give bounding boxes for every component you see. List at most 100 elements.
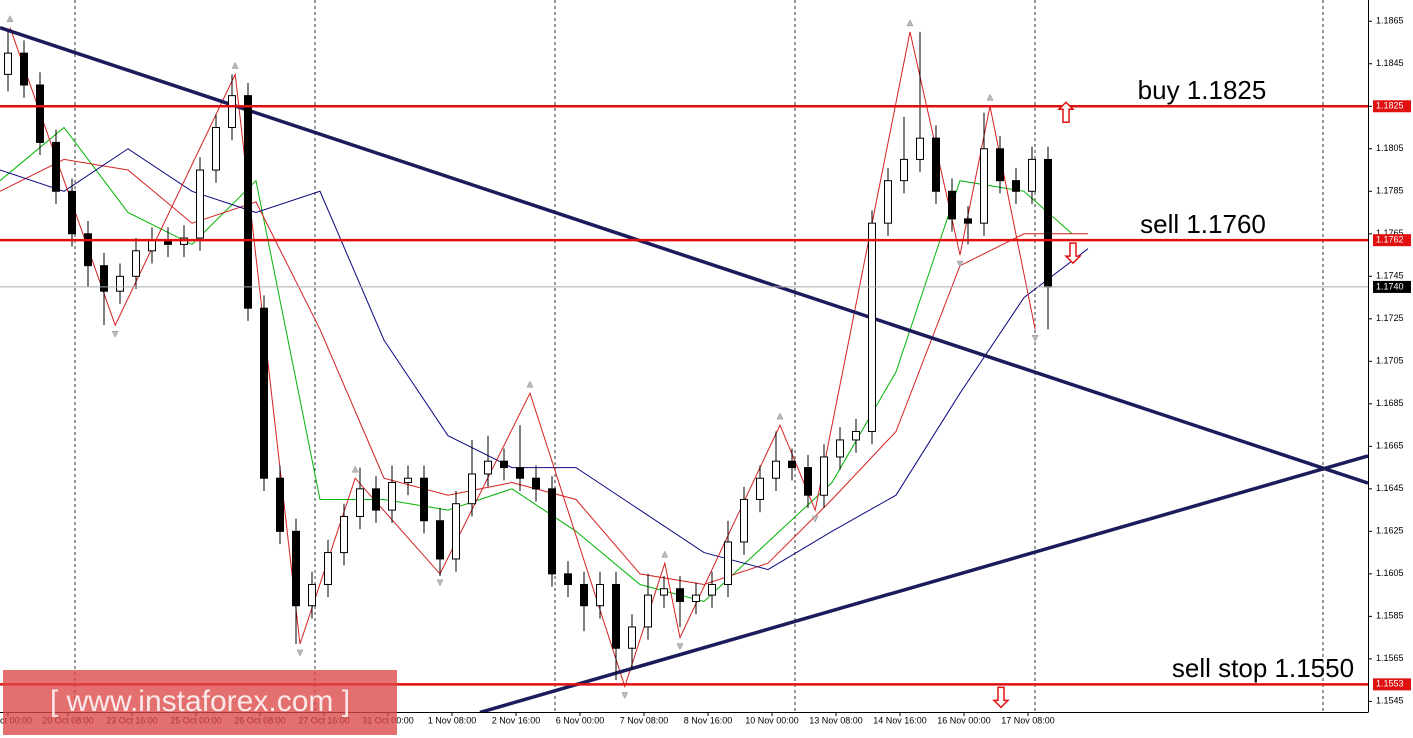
candle-body (132, 250, 140, 277)
level-annotation: buy 1.1825 (1138, 75, 1267, 105)
overlay-line (479, 454, 1368, 712)
candle-body (916, 137, 924, 160)
candle-body (84, 233, 92, 267)
fractal-marker (956, 260, 964, 268)
candle-body (68, 190, 76, 235)
level-axis-box (1373, 678, 1411, 691)
candle-body (196, 169, 204, 239)
candle-body (420, 477, 428, 522)
level-axis-label: 1.1553 (1376, 679, 1404, 689)
candle-body (452, 503, 460, 560)
fractal-marker (676, 643, 684, 651)
overlay-line (0, 148, 1089, 571)
candle-body (740, 498, 748, 543)
candle-body (644, 594, 652, 628)
y-tick-label: 1.1565 (1376, 653, 1404, 663)
candle-body (692, 594, 700, 602)
level-arrow (1064, 242, 1082, 265)
candle-body (36, 84, 44, 143)
candle-body (500, 460, 508, 469)
candle-body (804, 467, 812, 496)
x-tick-label: 17 Nov 08:00 (1001, 715, 1055, 725)
candle-body (676, 588, 684, 602)
candle-body (708, 583, 716, 596)
level-arrow (992, 686, 1010, 709)
fractal-marker (811, 515, 819, 523)
y-tick-label: 1.1765 (1376, 228, 1404, 238)
y-tick-label: 1.1725 (1376, 313, 1404, 323)
plot-area (0, 15, 1368, 712)
candle-body (948, 190, 956, 220)
x-tick-label: 7 Nov 08:00 (620, 715, 669, 725)
x-tick-label: 8 Nov 16:00 (684, 715, 733, 725)
candle-body (836, 439, 844, 458)
y-tick-label: 1.1665 (1376, 441, 1404, 451)
level-annotation: sell 1.1760 (1140, 209, 1266, 239)
fractal-marker (111, 330, 119, 338)
fractal-marker (436, 579, 444, 587)
candle-body (116, 275, 124, 292)
candle-body (52, 141, 60, 192)
y-tick-label: 1.1585 (1376, 611, 1404, 621)
x-tick-label: 16 Nov 00:00 (937, 715, 991, 725)
candle-body (628, 626, 636, 649)
candle-body (228, 95, 236, 129)
candle-body (980, 148, 988, 224)
y-tick-label: 1.1705 (1376, 356, 1404, 366)
candle-body (276, 477, 284, 532)
y-tick-label: 1.1625 (1376, 526, 1404, 536)
day-separators (74, 0, 1324, 712)
fractal-marker (621, 692, 629, 700)
candle-body (148, 239, 156, 252)
candle-body (1028, 158, 1036, 192)
level-axis-box (1373, 100, 1411, 113)
fractal-marker (986, 93, 994, 101)
x-tick-label: 14 Nov 16:00 (873, 715, 927, 725)
y-tick-label: 1.1865 (1376, 16, 1404, 26)
y-tick-label: 1.1805 (1376, 143, 1404, 153)
candle-body (212, 127, 220, 171)
candle-body (772, 460, 780, 479)
level-axis-label: 1.1825 (1376, 101, 1404, 111)
candle-body (484, 460, 492, 475)
candle-body (1044, 158, 1052, 288)
candle-body (260, 307, 268, 479)
candle-body (4, 52, 12, 75)
x-tick-label: 13 Nov 08:00 (809, 715, 863, 725)
level-arrow (1057, 101, 1075, 124)
fractal-marker (296, 649, 304, 657)
candle-body (820, 456, 828, 496)
candle-body (868, 222, 876, 432)
candle-body (468, 473, 476, 505)
x-tick-label: 2 Nov 16:00 (492, 715, 541, 725)
fractal-marker (231, 61, 239, 69)
y-tick-label: 1.1845 (1376, 58, 1404, 68)
overlay-line (0, 158, 1088, 586)
candle-body (852, 430, 860, 441)
y-tick-label: 1.1605 (1376, 568, 1404, 578)
candle-body (884, 180, 892, 224)
fractal-marker (661, 550, 669, 558)
y-tick-label: 1.1645 (1376, 483, 1404, 493)
candle-body (436, 520, 444, 560)
fractal-marker (6, 15, 14, 22)
candle-body (308, 583, 316, 607)
candle-body (340, 515, 348, 554)
candle-body (532, 477, 540, 490)
candle-body (724, 541, 732, 585)
candle-body (964, 218, 972, 224)
candle-body (660, 588, 668, 596)
candle-body (372, 488, 380, 511)
watermark: [ www.instaforex.com ] (3, 670, 397, 735)
y-tick-label: 1.1685 (1376, 398, 1404, 408)
fractal-marker (351, 465, 359, 473)
candle-body (596, 583, 604, 607)
watermark-text: [ www.instaforex.com ] (50, 685, 350, 718)
level-axis-box (1373, 234, 1411, 247)
candle-body (932, 137, 940, 192)
y-tick-label: 1.1785 (1376, 186, 1404, 196)
candle-body (516, 467, 524, 479)
current-price-label: 1.1740 (1376, 281, 1404, 291)
